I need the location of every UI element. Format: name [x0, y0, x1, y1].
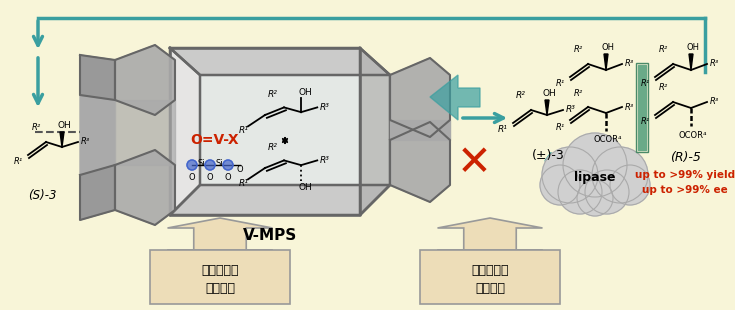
Text: R³: R³ [710, 60, 720, 69]
Text: R²: R² [516, 91, 526, 100]
Polygon shape [80, 165, 115, 220]
Text: OH: OH [601, 42, 614, 51]
Polygon shape [437, 218, 542, 250]
Text: R¹: R¹ [641, 79, 650, 88]
Text: (S)-3: (S)-3 [28, 188, 57, 202]
Text: OH: OH [57, 122, 71, 131]
Text: O=V-X: O=V-X [190, 133, 240, 147]
Polygon shape [170, 48, 390, 75]
Text: 細孔外部で: 細孔外部で [471, 264, 509, 277]
Text: R²: R² [268, 143, 278, 152]
Text: R²: R² [573, 88, 583, 98]
Text: OH: OH [686, 42, 700, 51]
Polygon shape [689, 54, 693, 70]
Text: R³: R³ [625, 103, 634, 112]
Circle shape [223, 160, 233, 170]
Polygon shape [390, 122, 450, 202]
Circle shape [558, 170, 602, 214]
Text: V-MPS: V-MPS [243, 228, 297, 242]
Circle shape [610, 165, 650, 205]
Polygon shape [390, 120, 450, 140]
Polygon shape [115, 150, 175, 225]
Text: R²: R² [573, 46, 583, 55]
Polygon shape [170, 48, 200, 215]
Bar [638, 65, 646, 150]
Circle shape [563, 133, 627, 197]
Polygon shape [604, 54, 608, 70]
Text: OH: OH [298, 183, 312, 192]
Text: R¹: R¹ [556, 79, 565, 88]
Text: lipase: lipase [574, 171, 616, 184]
Text: R¹: R¹ [14, 157, 23, 166]
Polygon shape [430, 75, 480, 120]
Text: O: O [207, 172, 213, 181]
Polygon shape [80, 55, 115, 100]
Bar [636, 63, 648, 152]
Text: O: O [225, 172, 232, 181]
Text: R¹: R¹ [498, 126, 508, 135]
Polygon shape [360, 48, 390, 215]
Circle shape [592, 147, 648, 203]
Text: R³: R³ [566, 105, 576, 114]
Circle shape [542, 147, 598, 203]
Polygon shape [545, 100, 549, 115]
Text: ✕: ✕ [456, 142, 492, 184]
Text: Si: Si [215, 160, 223, 169]
Text: ラセミ化: ラセミ化 [205, 282, 235, 295]
Polygon shape [170, 48, 360, 215]
Text: R³: R³ [625, 60, 634, 69]
Text: R³: R³ [320, 103, 330, 112]
Text: up to >99% yield: up to >99% yield [635, 170, 735, 180]
Text: O: O [189, 172, 196, 181]
Bar [420, 250, 560, 304]
Polygon shape [390, 58, 450, 137]
Text: R²: R² [659, 46, 667, 55]
Text: OH: OH [298, 88, 312, 97]
Text: R²: R² [268, 90, 278, 99]
Text: OH: OH [542, 90, 556, 99]
Text: O: O [237, 166, 243, 175]
Text: R²: R² [32, 123, 40, 132]
Text: (±)-3: (±)-3 [531, 148, 564, 162]
Text: up to >99% ee: up to >99% ee [642, 185, 728, 195]
Text: R²: R² [659, 83, 667, 92]
Text: R¹: R¹ [239, 179, 249, 188]
Polygon shape [80, 95, 115, 175]
Circle shape [205, 160, 215, 170]
Circle shape [577, 180, 613, 216]
Text: 細孔内部で: 細孔内部で [201, 264, 239, 277]
Text: R³: R³ [320, 156, 330, 165]
Polygon shape [115, 45, 175, 115]
Polygon shape [60, 132, 64, 147]
Text: (R)-5: (R)-5 [670, 152, 700, 165]
Text: R¹: R¹ [641, 117, 650, 126]
Text: OCOR⁴: OCOR⁴ [594, 135, 623, 144]
Circle shape [187, 160, 197, 170]
Polygon shape [168, 218, 273, 250]
Bar [150, 250, 290, 304]
Text: OCOR⁴: OCOR⁴ [678, 131, 707, 140]
Polygon shape [115, 100, 175, 165]
Text: R³: R³ [710, 98, 720, 107]
Text: R³: R³ [81, 138, 90, 147]
Text: R¹: R¹ [556, 122, 565, 131]
Text: R¹: R¹ [239, 126, 249, 135]
Polygon shape [170, 185, 390, 215]
Circle shape [585, 170, 629, 214]
Text: Si: Si [197, 160, 205, 169]
Text: 光学分割: 光学分割 [475, 282, 505, 295]
Circle shape [540, 165, 580, 205]
Polygon shape [200, 75, 390, 185]
